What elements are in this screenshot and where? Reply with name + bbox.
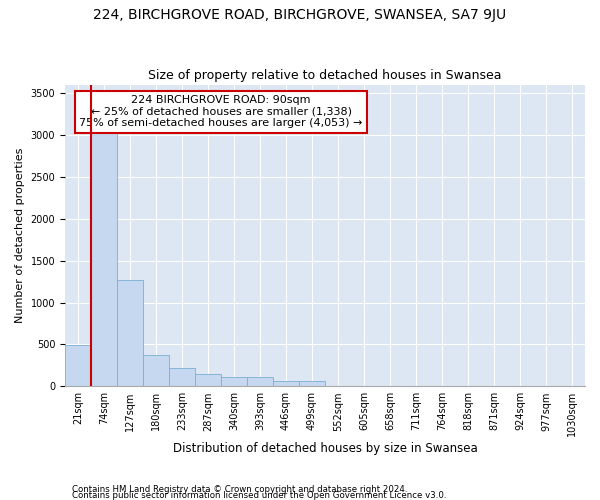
Text: Contains HM Land Registry data © Crown copyright and database right 2024.: Contains HM Land Registry data © Crown c… <box>72 484 407 494</box>
Bar <box>299 381 325 386</box>
Title: Size of property relative to detached houses in Swansea: Size of property relative to detached ho… <box>148 69 502 82</box>
Text: Contains public sector information licensed under the Open Government Licence v3: Contains public sector information licen… <box>72 490 446 500</box>
Bar <box>169 368 195 386</box>
Bar <box>221 376 247 386</box>
Bar <box>143 356 169 386</box>
Bar <box>65 346 91 387</box>
Y-axis label: Number of detached properties: Number of detached properties <box>15 148 25 323</box>
Bar <box>117 280 143 386</box>
Text: 224, BIRCHGROVE ROAD, BIRCHGROVE, SWANSEA, SA7 9JU: 224, BIRCHGROVE ROAD, BIRCHGROVE, SWANSE… <box>94 8 506 22</box>
Text: 224 BIRCHGROVE ROAD: 90sqm
← 25% of detached houses are smaller (1,338)
75% of s: 224 BIRCHGROVE ROAD: 90sqm ← 25% of deta… <box>79 95 363 128</box>
Bar <box>91 110 117 386</box>
Bar <box>195 374 221 386</box>
X-axis label: Distribution of detached houses by size in Swansea: Distribution of detached houses by size … <box>173 442 478 455</box>
Bar <box>247 376 273 386</box>
Bar <box>273 381 299 386</box>
